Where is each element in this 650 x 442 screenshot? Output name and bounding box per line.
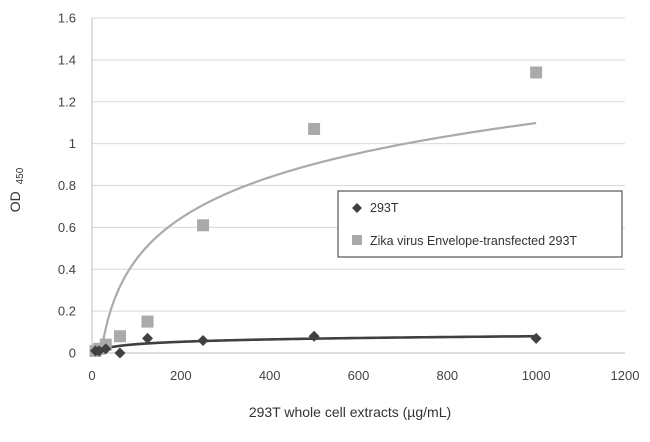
- data-point-diamond: [197, 334, 209, 346]
- data-point-diamond: [308, 330, 320, 342]
- x-tick-label: 1000: [522, 368, 551, 383]
- y-axis-title-main: OD: [7, 191, 23, 212]
- x-axis-title: 293T whole cell extracts (µg/mL): [249, 404, 451, 420]
- y-tick-label: 0: [69, 346, 76, 361]
- y-tick-label: 1: [69, 136, 76, 151]
- data-point-square: [308, 122, 321, 135]
- y-tick-label: 1.4: [58, 52, 76, 67]
- y-tick-label: 1.6: [58, 11, 76, 26]
- legend-label-293t: 293T: [370, 201, 399, 215]
- data-point-square: [141, 315, 154, 328]
- data-point-square: [530, 66, 543, 79]
- x-tick-label: 400: [259, 368, 281, 383]
- legend: 293T Zika virus Envelope-transfected 293…: [337, 190, 623, 258]
- x-tick-label: 600: [348, 368, 370, 383]
- x-tick-label: 1200: [611, 368, 640, 383]
- y-tick-label: 1.2: [58, 94, 76, 109]
- y-axis-title-sub: 450: [15, 167, 26, 184]
- data-points: [89, 66, 543, 359]
- x-tick-label: 200: [170, 368, 192, 383]
- y-tick-labels: 0 0.2 0.4 0.6 0.8 1 1.2 1.4 1.6: [58, 11, 76, 361]
- legend-box: [337, 190, 623, 258]
- y-axis-title: OD 450: [7, 167, 26, 212]
- data-point-square: [197, 219, 210, 232]
- y-tick-label: 0.2: [58, 304, 76, 319]
- y-tick-label: 0.6: [58, 220, 76, 235]
- legend-label-zika: Zika virus Envelope-transfected 293T: [370, 234, 577, 248]
- gridlines: [92, 17, 625, 312]
- y-tick-label: 0.8: [58, 178, 76, 193]
- data-point-diamond: [100, 343, 112, 355]
- x-tick-label: 800: [436, 368, 458, 383]
- axes: [91, 18, 625, 354]
- x-tick-label: 0: [88, 368, 95, 383]
- data-point-diamond: [114, 347, 126, 359]
- data-point-diamond: [142, 332, 154, 344]
- trend-line-series-1: [100, 121, 537, 353]
- data-point-square: [113, 330, 126, 343]
- y-tick-label: 0.4: [58, 262, 76, 277]
- data-point-diamond: [530, 332, 542, 344]
- x-tick-labels: 0 200 400 600 800 1000 1200: [88, 368, 639, 383]
- legend-marker-square: [352, 235, 362, 245]
- legend-marker-diamond: [352, 203, 362, 213]
